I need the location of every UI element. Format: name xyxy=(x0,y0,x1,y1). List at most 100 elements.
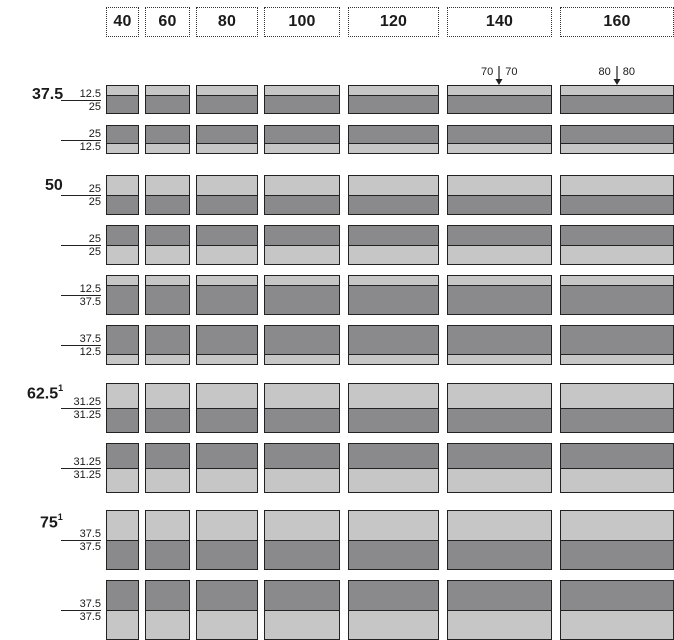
segment-top-light xyxy=(561,511,673,540)
segment-top-dark xyxy=(197,326,257,354)
module-37.5-80-12.5-25 xyxy=(196,85,258,114)
module-37.5-120-12.5-25 xyxy=(348,85,439,114)
segment-top-light xyxy=(349,276,438,286)
split-bottom-value: 25 xyxy=(88,196,101,208)
segment-top-dark xyxy=(107,581,138,610)
module-50-160-37.5-12.5 xyxy=(560,325,674,365)
split-right-value: 70 xyxy=(505,66,518,78)
width-header-140: 140 xyxy=(447,7,552,37)
segment-bottom-dark xyxy=(107,407,138,432)
module-50-100-25-25 xyxy=(264,175,340,215)
segment-top-dark xyxy=(107,226,138,245)
split-top-value: 37.5 xyxy=(61,528,101,541)
module-50-100-25-25 xyxy=(264,225,340,265)
module-50-160-25-25 xyxy=(560,225,674,265)
module-75-60-37.5-37.5 xyxy=(145,580,190,640)
split-top-value: 12.5 xyxy=(61,88,101,101)
segment-top-dark xyxy=(146,581,189,610)
segment-bottom-light xyxy=(265,467,339,492)
height-label-37.5: 37.5 xyxy=(32,86,63,104)
module-50-160-12.5-37.5 xyxy=(560,275,674,315)
width-header-100: 100 xyxy=(264,7,340,37)
segment-bottom-dark xyxy=(349,407,438,432)
segment-bottom-light xyxy=(197,143,257,153)
segment-top-dark xyxy=(448,226,551,245)
segment-top-light xyxy=(561,276,673,286)
segment-bottom-dark xyxy=(197,94,257,113)
segment-bottom-dark xyxy=(197,285,257,314)
segment-bottom-light xyxy=(561,143,673,153)
segment-top-light xyxy=(448,176,551,195)
height-value: 37.5 xyxy=(32,86,64,103)
split-label: 37.5 37.5 xyxy=(61,598,101,623)
segment-bottom-dark xyxy=(561,94,673,113)
module-37.5-40-12.5-25 xyxy=(106,85,139,114)
module-62.5-160-31.25-31.25 xyxy=(560,383,674,433)
module-75-80-37.5-37.5 xyxy=(196,580,258,640)
segment-bottom-dark xyxy=(146,194,189,214)
segment-top-dark xyxy=(146,326,189,354)
segment-bottom-light xyxy=(448,467,551,492)
segment-bottom-light xyxy=(349,609,438,639)
segment-bottom-dark xyxy=(265,539,339,569)
split-top-value: 25 xyxy=(61,128,101,141)
module-50-60-37.5-12.5 xyxy=(145,325,190,365)
module-50-120-25-25 xyxy=(348,225,439,265)
segment-bottom-dark xyxy=(146,94,189,113)
split-bottom-value: 25 xyxy=(88,246,101,258)
segment-bottom-dark xyxy=(146,539,189,569)
module-62.5-100-31.25-31.25 xyxy=(264,383,340,433)
split-bottom-value: 12.5 xyxy=(79,346,101,358)
segment-top-light xyxy=(146,176,189,195)
split-label: 25 25 xyxy=(61,183,101,208)
segment-bottom-dark xyxy=(265,94,339,113)
down-arrow-icon xyxy=(612,66,622,86)
module-62.5-120-31.25-31.25 xyxy=(348,383,439,433)
module-75-100-37.5-37.5 xyxy=(264,510,340,570)
segment-top-light xyxy=(197,276,257,286)
module-50-100-37.5-12.5 xyxy=(264,325,340,365)
segment-top-dark xyxy=(197,581,257,610)
footnote-marker: 1 xyxy=(57,512,63,522)
segment-top-light xyxy=(448,276,551,286)
segment-top-dark xyxy=(349,226,438,245)
segment-top-light xyxy=(448,86,551,95)
segment-bottom-dark xyxy=(197,539,257,569)
segment-bottom-light xyxy=(448,244,551,264)
split-top-value: 37.5 xyxy=(61,598,101,611)
split-top-value: 31.25 xyxy=(61,456,101,469)
module-50-160-25-25 xyxy=(560,175,674,215)
module-37.5-80-25-12.5 xyxy=(196,125,258,154)
module-62.5-40-31.25-31.25 xyxy=(106,383,139,433)
module-50-40-25-25 xyxy=(106,175,139,215)
module-75-120-37.5-37.5 xyxy=(348,580,439,640)
width-header-80: 80 xyxy=(196,7,258,37)
segment-bottom-dark xyxy=(197,194,257,214)
segment-bottom-light xyxy=(561,467,673,492)
segment-bottom-light xyxy=(561,353,673,364)
segment-bottom-dark xyxy=(448,285,551,314)
segment-bottom-light xyxy=(107,143,138,153)
module-37.5-160-12.5-25 xyxy=(560,85,674,114)
module-50-40-25-25 xyxy=(106,225,139,265)
segment-bottom-light xyxy=(349,353,438,364)
split-bottom-value: 37.5 xyxy=(79,296,101,308)
module-62.5-80-31.25-31.25 xyxy=(196,383,258,433)
segment-top-light xyxy=(265,276,339,286)
module-50-120-37.5-12.5 xyxy=(348,325,439,365)
split-right-value: 80 xyxy=(622,66,635,78)
module-75-80-37.5-37.5 xyxy=(196,510,258,570)
segment-top-light xyxy=(349,384,438,408)
module-37.5-100-12.5-25 xyxy=(264,85,340,114)
module-50-80-25-25 xyxy=(196,175,258,215)
segment-bottom-light xyxy=(561,609,673,639)
segment-bottom-light xyxy=(448,143,551,153)
segment-bottom-light xyxy=(146,467,189,492)
segment-top-dark xyxy=(349,444,438,468)
segment-bottom-light xyxy=(146,609,189,639)
module-75-160-37.5-37.5 xyxy=(560,510,674,570)
split-label: 25 25 xyxy=(61,233,101,258)
segment-bottom-dark xyxy=(349,285,438,314)
height-value: 75 xyxy=(40,514,58,532)
segment-top-dark xyxy=(561,226,673,245)
